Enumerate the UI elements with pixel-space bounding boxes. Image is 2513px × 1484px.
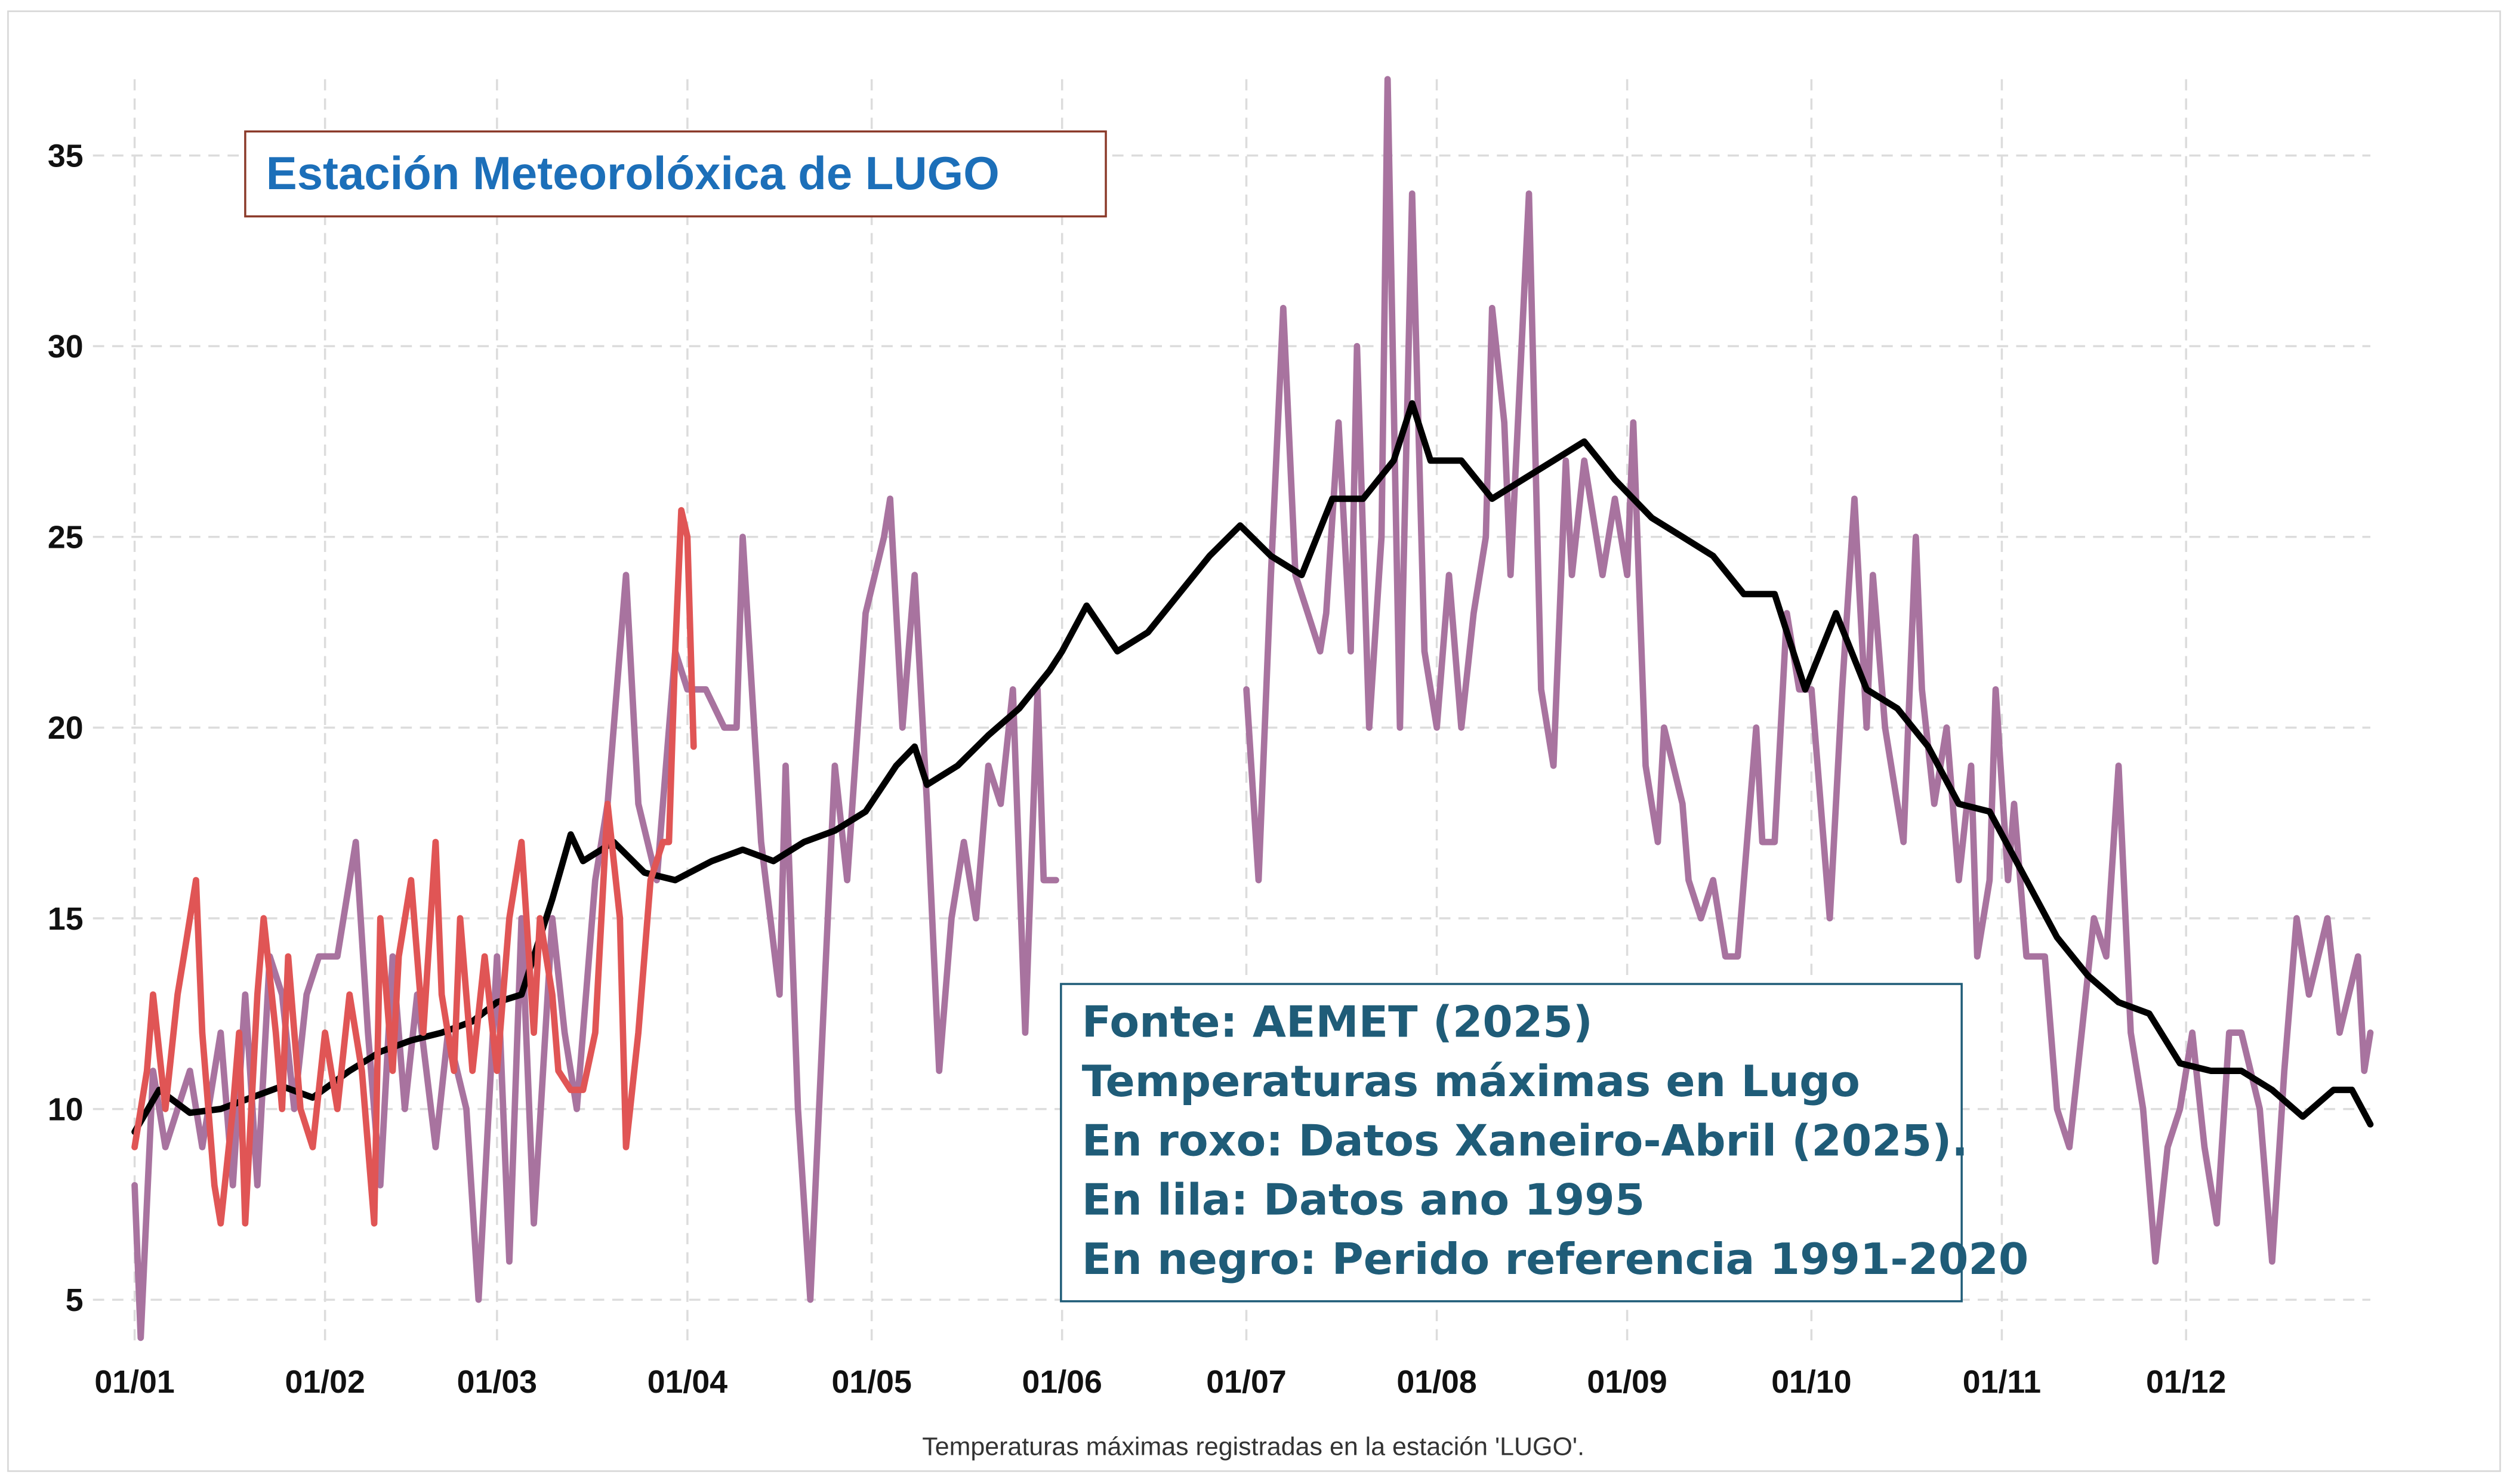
x-tick-label: 01/09 bbox=[1587, 1364, 1667, 1400]
chart-title: Estación Meteorolóxica de LUGO bbox=[266, 147, 1000, 199]
x-tick-label: 01/01 bbox=[94, 1364, 174, 1400]
x-tick-label: 01/10 bbox=[1771, 1364, 1851, 1400]
x-tick-label: 01/05 bbox=[831, 1364, 911, 1400]
y-tick-label: 5 bbox=[66, 1282, 84, 1318]
x-tick-label: 01/03 bbox=[457, 1364, 537, 1400]
lines bbox=[131, 76, 2374, 1341]
note-line: En roxo: Datos Xaneiro-Abril (2025). bbox=[1082, 1116, 1968, 1166]
y-tick-label: 30 bbox=[48, 329, 84, 365]
note-line: Fonte: AEMET (2025) bbox=[1082, 998, 1593, 1048]
note-line: En negro: Perido referencia 1991-2020 bbox=[1082, 1235, 2029, 1285]
x-tick-label: 01/12 bbox=[2146, 1364, 2226, 1400]
caption: Temperaturas máximas registradas en la e… bbox=[922, 1433, 1584, 1461]
note-line: En lila: Datos ano 1995 bbox=[1082, 1176, 1645, 1226]
y-tick-label: 25 bbox=[48, 520, 84, 556]
x-tick-label: 01/11 bbox=[1963, 1364, 2041, 1400]
y-tick-label: 15 bbox=[48, 901, 84, 937]
x-tick-label: 01/06 bbox=[1022, 1364, 1102, 1400]
ticks: 5 10 15 20 25 30 35 01/01 01/02 01/03 01/04 01/05 01… bbox=[48, 138, 2226, 1399]
title-box bbox=[244, 130, 1107, 218]
x-tick-label: 01/07 bbox=[1206, 1364, 1286, 1400]
y-tick-label: 35 bbox=[48, 138, 84, 174]
x-tick-label: 01/04 bbox=[647, 1364, 728, 1400]
notes: Fonte: AEMET (2025) Temperaturas máximas … bbox=[1082, 998, 2029, 1285]
series-line bbox=[131, 400, 2374, 1136]
x-tick-label: 01/08 bbox=[1396, 1364, 1476, 1400]
y-tick-label: 20 bbox=[48, 710, 84, 746]
y-tick-label: 10 bbox=[48, 1091, 84, 1127]
note-box bbox=[1060, 983, 1963, 1303]
series-line bbox=[131, 507, 697, 1227]
x-tick-label: 01/02 bbox=[285, 1364, 365, 1400]
note-line: Temperaturas máximas en Lugo bbox=[1082, 1057, 1860, 1107]
